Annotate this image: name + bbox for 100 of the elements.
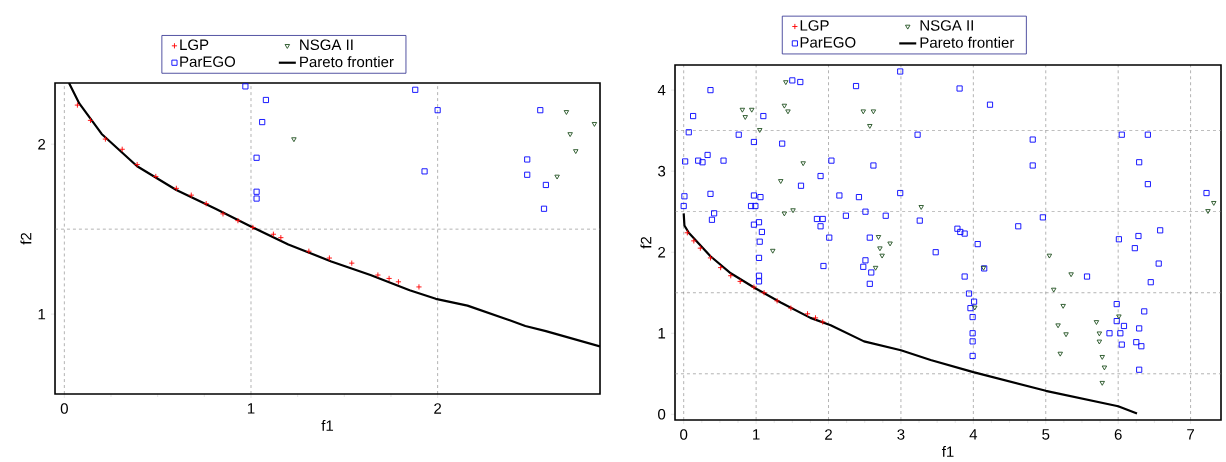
point [203, 200, 210, 207]
point [219, 210, 227, 217]
point [554, 174, 560, 180]
point [1096, 339, 1103, 345]
point [305, 248, 312, 255]
point [1093, 320, 1100, 326]
y-axis-title: f2 [640, 237, 652, 249]
point [867, 124, 873, 129]
point [800, 161, 806, 167]
point [887, 241, 893, 247]
point [567, 132, 573, 138]
y-tick-label: 3 [658, 165, 666, 177]
point [102, 136, 109, 143]
point [778, 179, 784, 185]
point [1205, 209, 1211, 214]
point [697, 245, 704, 252]
x-tick-label: 1 [247, 403, 255, 414]
point [727, 272, 734, 279]
point [757, 128, 763, 133]
point [1116, 314, 1122, 320]
point [804, 310, 811, 317]
point [188, 192, 195, 199]
point [277, 234, 284, 241]
x-tick-label: 7 [1187, 429, 1195, 440]
x-tick-label: 6 [1114, 429, 1122, 440]
legend-label: LGP [180, 39, 209, 51]
line-series [682, 212, 1139, 415]
point [860, 109, 866, 115]
point [972, 305, 978, 311]
point [348, 260, 355, 267]
point [1057, 351, 1063, 357]
x-tick-label: 1 [753, 429, 760, 440]
point [690, 237, 697, 244]
legend-label: ParEGO [180, 56, 236, 68]
x-axis-title: f1 [321, 420, 334, 431]
point [812, 314, 819, 321]
point [421, 168, 428, 175]
point [415, 283, 423, 291]
point [1068, 272, 1074, 278]
point [253, 188, 260, 195]
point [1099, 381, 1105, 386]
legend-label: NSGA II [920, 20, 973, 31]
point [742, 115, 748, 120]
y-axis-title: f2 [20, 233, 32, 245]
y-tick-label: 4 [657, 85, 666, 96]
point [291, 137, 297, 143]
point [918, 205, 924, 210]
point [749, 107, 755, 113]
point [819, 318, 826, 326]
legend-label: ParEGO [800, 37, 856, 48]
x-tick-label: 0 [60, 403, 68, 414]
point [737, 278, 744, 285]
point [412, 86, 419, 93]
point [1211, 201, 1217, 206]
point [87, 117, 94, 124]
point [872, 265, 879, 271]
point [326, 255, 333, 262]
point [870, 109, 877, 115]
point [717, 264, 724, 271]
point [684, 229, 691, 236]
legend-label: NSGA II [300, 39, 353, 51]
point [259, 119, 266, 126]
point [783, 80, 789, 86]
point [386, 275, 393, 282]
x-axis-title: f1 [941, 446, 954, 457]
point [270, 231, 277, 238]
point [540, 205, 548, 212]
point [253, 154, 260, 161]
point [134, 161, 141, 168]
point [739, 107, 746, 113]
point [781, 103, 788, 109]
point [152, 173, 159, 180]
point [875, 235, 882, 240]
x-tick-label: 2 [434, 403, 442, 414]
legend-label: Pareto frontier [920, 36, 1015, 48]
point [1051, 287, 1057, 293]
x-tick-label: 3 [897, 429, 905, 440]
y-tick-label: 2 [658, 247, 666, 258]
point [774, 297, 781, 304]
point [785, 109, 791, 115]
y-tick-label: 1 [658, 328, 666, 339]
point [790, 208, 796, 214]
point [242, 83, 249, 90]
point [542, 181, 549, 189]
point [1099, 355, 1105, 360]
point [591, 122, 598, 127]
x-tick-label: 4 [969, 429, 978, 440]
point [1046, 253, 1053, 259]
point [524, 156, 531, 163]
point [119, 146, 126, 153]
point [761, 289, 768, 296]
legend-label: Pareto frontier [300, 56, 394, 68]
point [249, 224, 256, 231]
point [234, 217, 241, 224]
point [1101, 365, 1108, 371]
point [1096, 331, 1103, 337]
point [563, 110, 570, 115]
point [707, 254, 714, 261]
legend-label: LGP [800, 20, 829, 31]
point [537, 107, 544, 114]
